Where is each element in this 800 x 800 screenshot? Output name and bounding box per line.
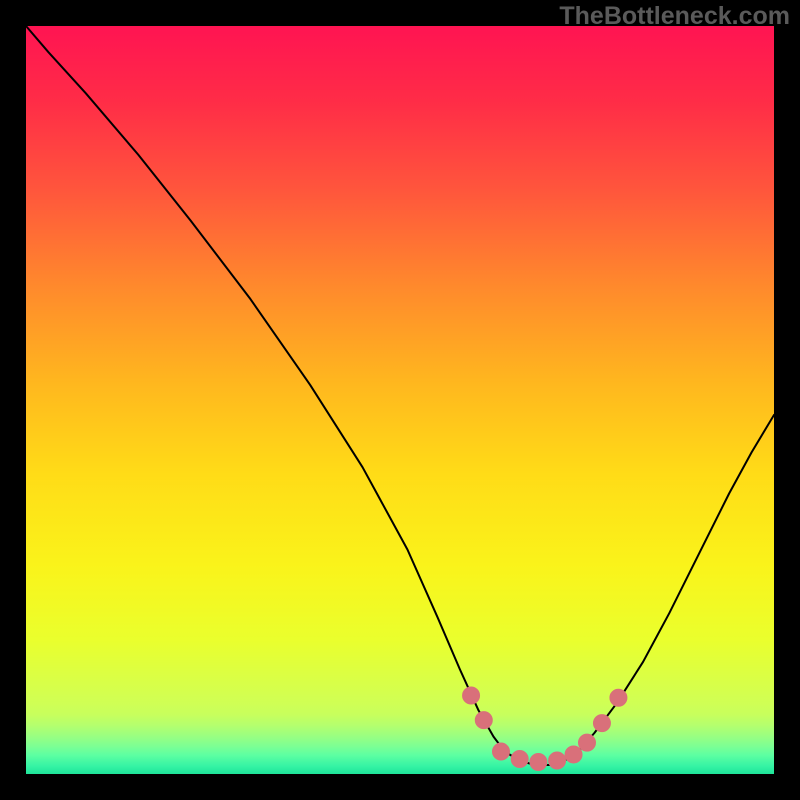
curve-marker xyxy=(565,746,582,763)
plot-area xyxy=(26,26,774,774)
chart-svg xyxy=(26,26,774,774)
curve-marker xyxy=(492,743,509,760)
curve-marker xyxy=(475,712,492,729)
curve-marker xyxy=(610,689,627,706)
gradient-background xyxy=(26,26,774,774)
curve-marker xyxy=(530,754,547,771)
curve-marker xyxy=(511,751,528,768)
watermark-text: TheBottleneck.com xyxy=(559,2,790,31)
curve-marker xyxy=(463,687,480,704)
curve-marker xyxy=(549,752,566,769)
curve-marker xyxy=(593,715,610,732)
curve-marker xyxy=(579,734,596,751)
